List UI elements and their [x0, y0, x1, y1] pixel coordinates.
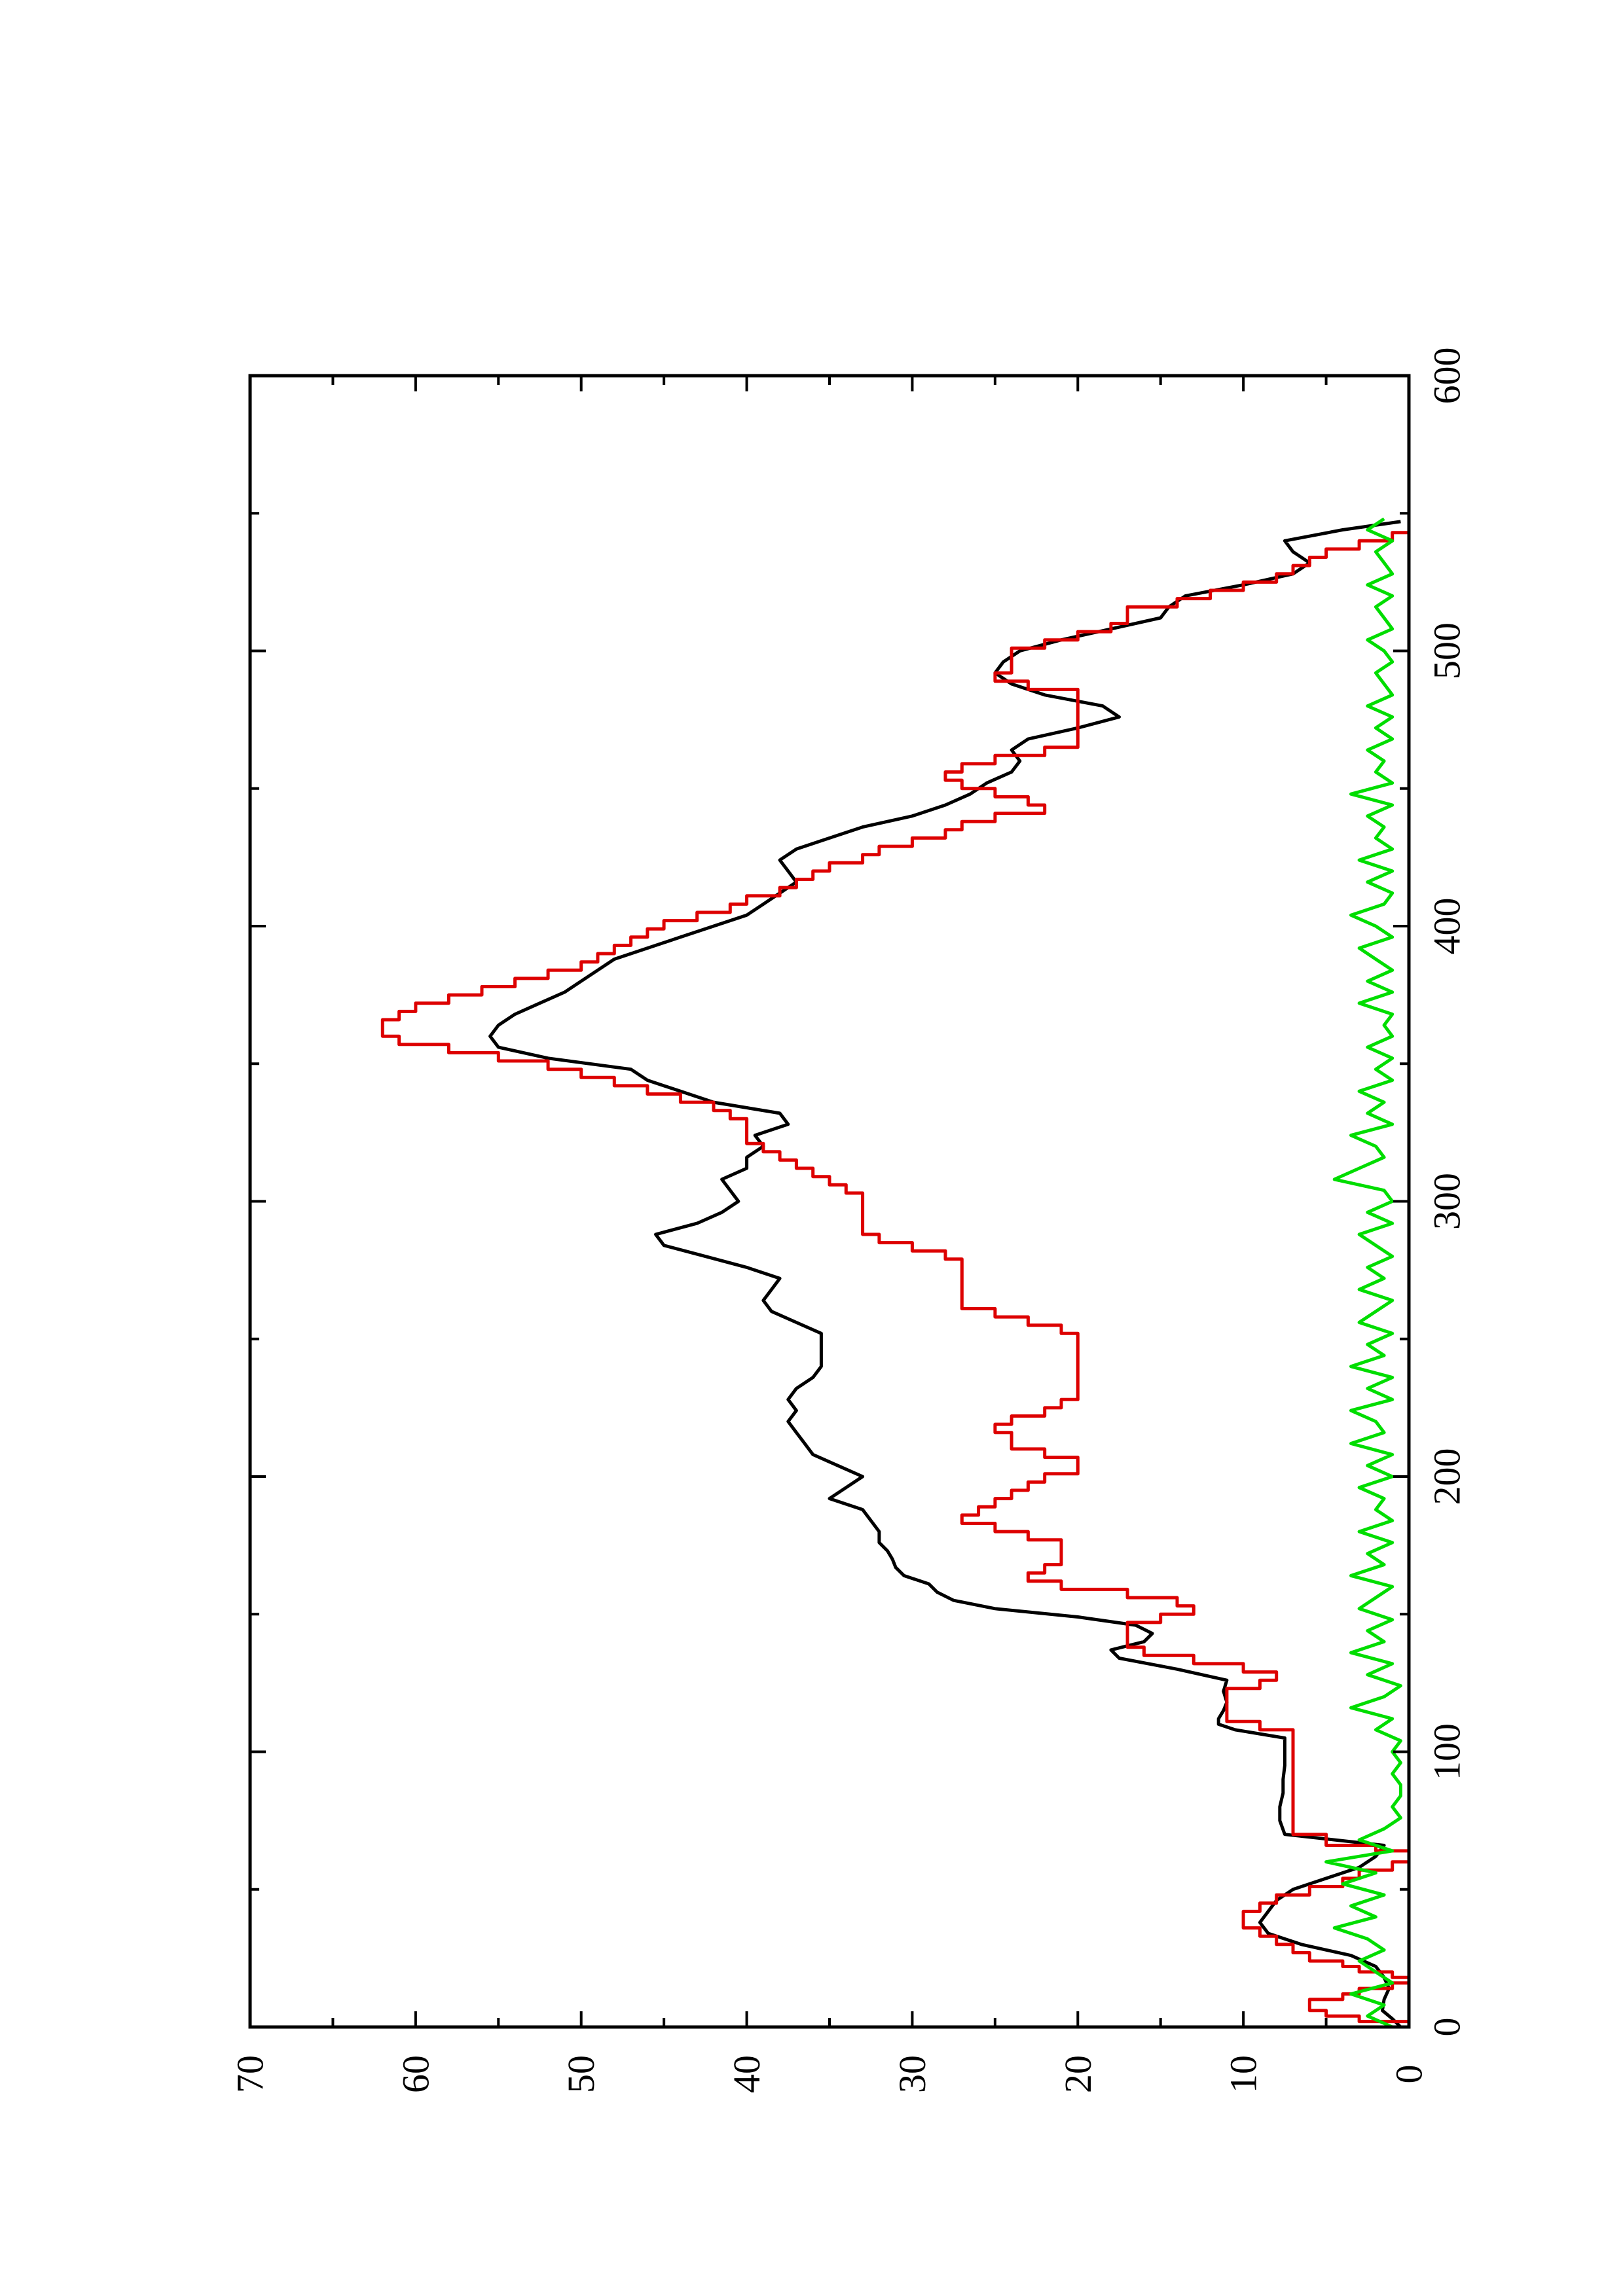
plot-frame: [248, 374, 1411, 2029]
y-tick-label: 60: [394, 2055, 437, 2093]
y-tick-label: 50: [560, 2055, 602, 2093]
x-tick-label: 600: [1426, 348, 1468, 404]
x-tick-label: 200: [1426, 1448, 1468, 1505]
series-line-2: [380, 524, 1411, 2027]
y-tick-label: 0: [1388, 2065, 1431, 2084]
y-tick-label: 70: [229, 2055, 272, 2093]
x-tick-label: 500: [1426, 622, 1468, 679]
series-layer: [380, 517, 1411, 2029]
x-tick-label: 0: [1426, 2018, 1468, 2037]
x-tick-label: 300: [1426, 1173, 1468, 1230]
series-line-3: [1324, 517, 1402, 2029]
y-tick-label: 40: [725, 2055, 768, 2093]
x-tick-label: 100: [1426, 1723, 1468, 1780]
y-tick-label: 20: [1057, 2055, 1099, 2093]
y-tick-label: 10: [1222, 2055, 1265, 2093]
x-tick-label: 400: [1426, 898, 1468, 955]
tick-label-layer: 0 100 200 300 400 500 600 0 10 20 30 40 50 60 70: [229, 348, 1468, 2094]
tick-layer: [249, 374, 1410, 2028]
series-line-1: [488, 520, 1402, 2028]
y-tick-label: 30: [891, 2055, 934, 2093]
